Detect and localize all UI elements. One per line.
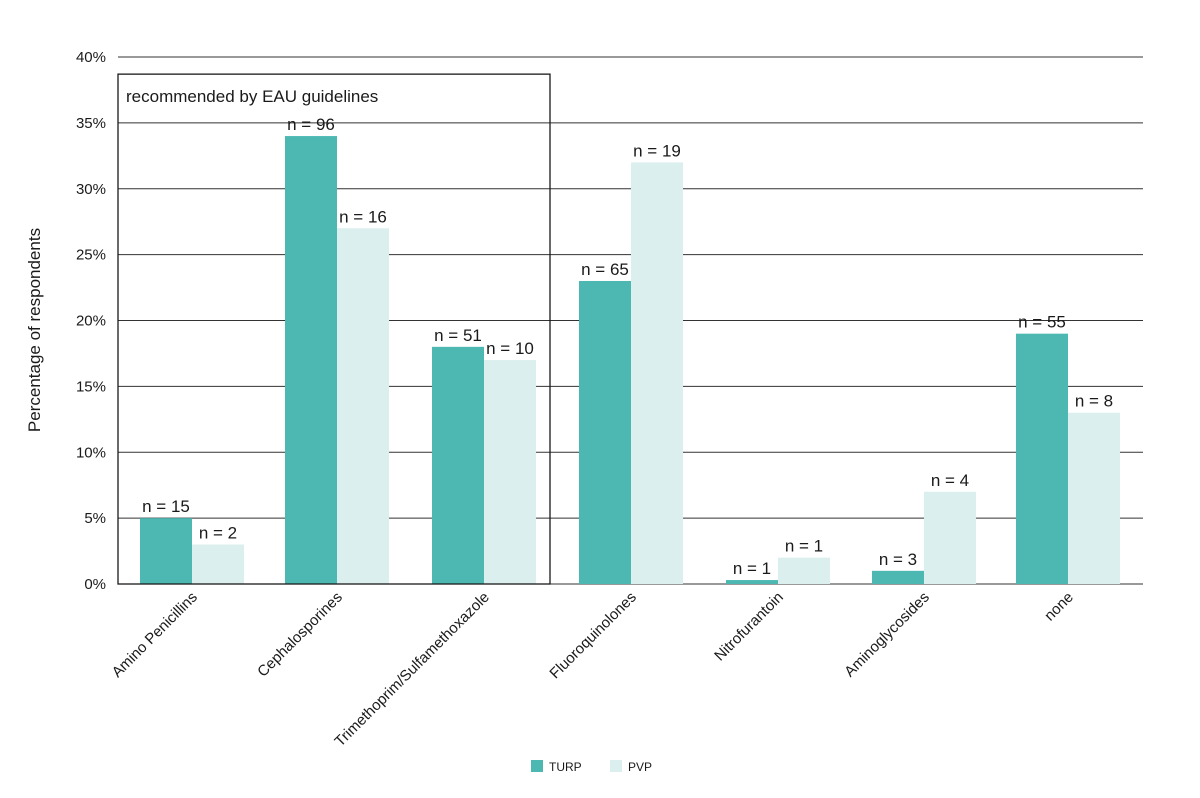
data-label-pvp: n = 8	[1075, 392, 1113, 411]
category-label: none	[1041, 589, 1077, 625]
y-tick-label: 40%	[76, 49, 106, 66]
y-tick-label: 35%	[76, 115, 106, 132]
data-label-pvp: n = 10	[486, 339, 534, 358]
bar-pvp-5	[924, 491, 976, 584]
category-label: Amino Penicillins	[109, 589, 201, 681]
bar-pvp-6	[1068, 412, 1120, 584]
guideline-box	[117, 73, 551, 585]
legend-swatch-pvp	[610, 760, 622, 772]
bar-pvp-2	[484, 360, 536, 584]
x-axis-categories: Amino Penicillins CephalosporinesTrimetho…	[109, 589, 1077, 750]
data-labels: n = 15 n = 96 n = 51 n = 65 n = 1 n = 3 n = 55…	[142, 115, 1113, 578]
data-label-turp: n = 96	[287, 115, 335, 134]
category-label: Cephalosporines	[254, 589, 346, 681]
bars	[140, 136, 1120, 585]
bar-turp-1	[285, 136, 337, 585]
y-tick-label: 10%	[76, 444, 106, 461]
y-axis-title: Percentage of respondents	[25, 228, 44, 432]
bar-turp-2	[432, 346, 484, 584]
bar-turp-6	[1016, 333, 1068, 584]
data-label-pvp: n = 16	[339, 207, 387, 226]
y-axis-ticks: 0% 5% 10% 15% 20% 25% 30% 35% 40%	[76, 49, 106, 593]
data-label-pvp: n = 19	[633, 141, 681, 160]
data-label-turp: n = 3	[879, 550, 917, 569]
data-label-pvp: n = 4	[931, 471, 969, 490]
y-tick-label: 30%	[76, 181, 106, 198]
y-tick-label: 5%	[84, 510, 106, 527]
category-label: Fluoroquinolones	[546, 589, 639, 682]
bar-pvp-0	[192, 544, 244, 584]
guideline-annotation: recommended by EAU guidelines	[117, 73, 551, 585]
data-label-turp: n = 1	[733, 559, 771, 578]
category-label: Nitrofurantoin	[711, 589, 787, 665]
data-label-turp: n = 51	[434, 326, 482, 345]
legend-label-turp: TURP	[549, 760, 582, 774]
y-tick-label: 0%	[84, 576, 106, 593]
bar-pvp-4	[778, 557, 830, 584]
y-tick-label: 15%	[76, 378, 106, 395]
y-tick-label: 25%	[76, 247, 106, 264]
y-tick-label: 20%	[76, 313, 106, 330]
data-label-pvp: n = 2	[199, 523, 237, 542]
legend-label-pvp: PVP	[628, 760, 652, 774]
legend: TURP PVP	[531, 760, 652, 774]
data-label-turp: n = 65	[581, 260, 629, 279]
bar-turp-4	[726, 580, 778, 584]
bar-pvp-3	[631, 162, 683, 584]
data-label-turp: n = 55	[1018, 313, 1066, 332]
bar-turp-5	[872, 570, 924, 584]
bar-turp-3	[579, 280, 631, 584]
bar-turp-0	[140, 518, 192, 584]
category-label: Aminoglycosides	[841, 589, 933, 681]
guideline-label: recommended by EAU guidelines	[126, 87, 378, 106]
legend-swatch-turp	[531, 760, 543, 772]
data-label-pvp: n = 1	[785, 537, 823, 556]
bar-pvp-1	[337, 228, 389, 584]
category-label: Trimethoprim/Sulfamethoxazole	[331, 589, 492, 750]
data-label-turp: n = 15	[142, 497, 190, 516]
